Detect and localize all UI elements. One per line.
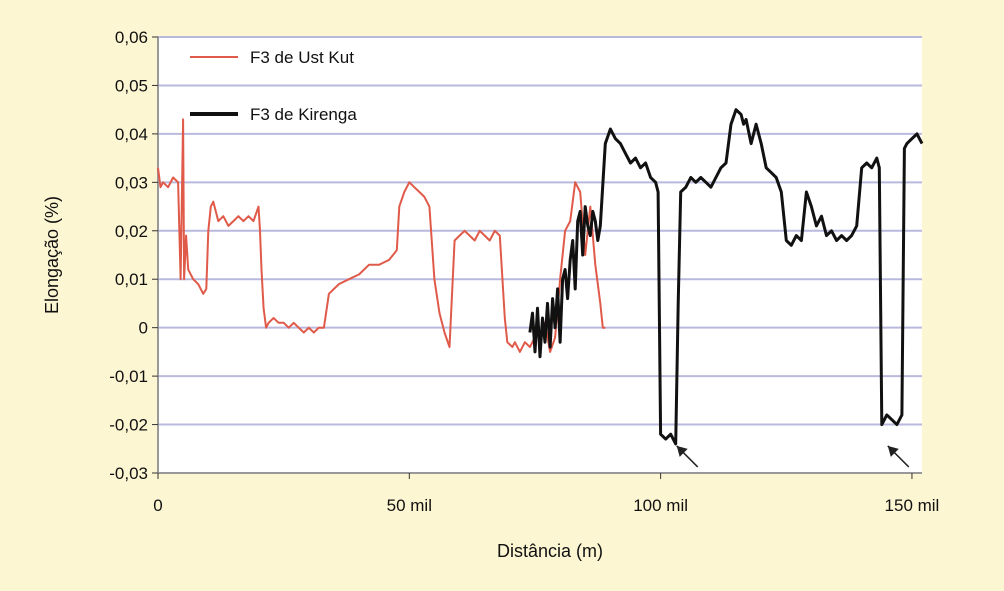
y-axis-ticks: 0,06 0,05 0,04 0,03 0,02 0,01 0 -0,01 -0,02 -0,03 — [109, 28, 158, 483]
y-tick-label: -0,02 — [109, 416, 148, 435]
y-tick-label: 0,03 — [115, 173, 148, 192]
annotation-arrow — [676, 445, 699, 468]
legend: F3 de Ust Kut F3 de Kirenga — [190, 48, 357, 124]
y-tick-label: 0,01 — [115, 270, 148, 289]
legend-item-ust-kut: F3 de Ust Kut — [190, 48, 354, 67]
x-tick-label: 50 mil — [387, 496, 432, 515]
y-tick-label: 0,04 — [115, 125, 148, 144]
axes — [157, 37, 922, 474]
x-tick-label: 150 mil — [885, 496, 940, 515]
y-tick-label: 0,06 — [115, 28, 148, 47]
annotations — [676, 445, 910, 468]
legend-label-ust-kut: F3 de Ust Kut — [250, 48, 354, 67]
x-tick-label: 0 — [153, 496, 162, 515]
x-axis-ticks: 0 50 mil 100 mil 150 mil — [153, 473, 939, 515]
series-layer — [157, 108, 924, 446]
x-tick-label: 100 mil — [633, 496, 688, 515]
y-tick-label: -0,03 — [109, 464, 148, 483]
legend-label-kirenga: F3 de Kirenga — [250, 105, 357, 124]
x-axis-title: Distância (m) — [497, 541, 603, 561]
series-line-kirenga — [528, 108, 924, 446]
legend-item-kirenga: F3 de Kirenga — [190, 105, 357, 124]
annotation-arrow — [887, 445, 910, 468]
y-tick-label: -0,01 — [109, 367, 148, 386]
y-tick-label: 0,02 — [115, 222, 148, 241]
y-axis-title: Elongação (%) — [42, 196, 62, 314]
plot-area — [158, 37, 922, 473]
series-line-ust-kut — [157, 118, 606, 353]
y-tick-label: 0 — [139, 319, 148, 338]
y-tick-label: 0,05 — [115, 76, 148, 95]
